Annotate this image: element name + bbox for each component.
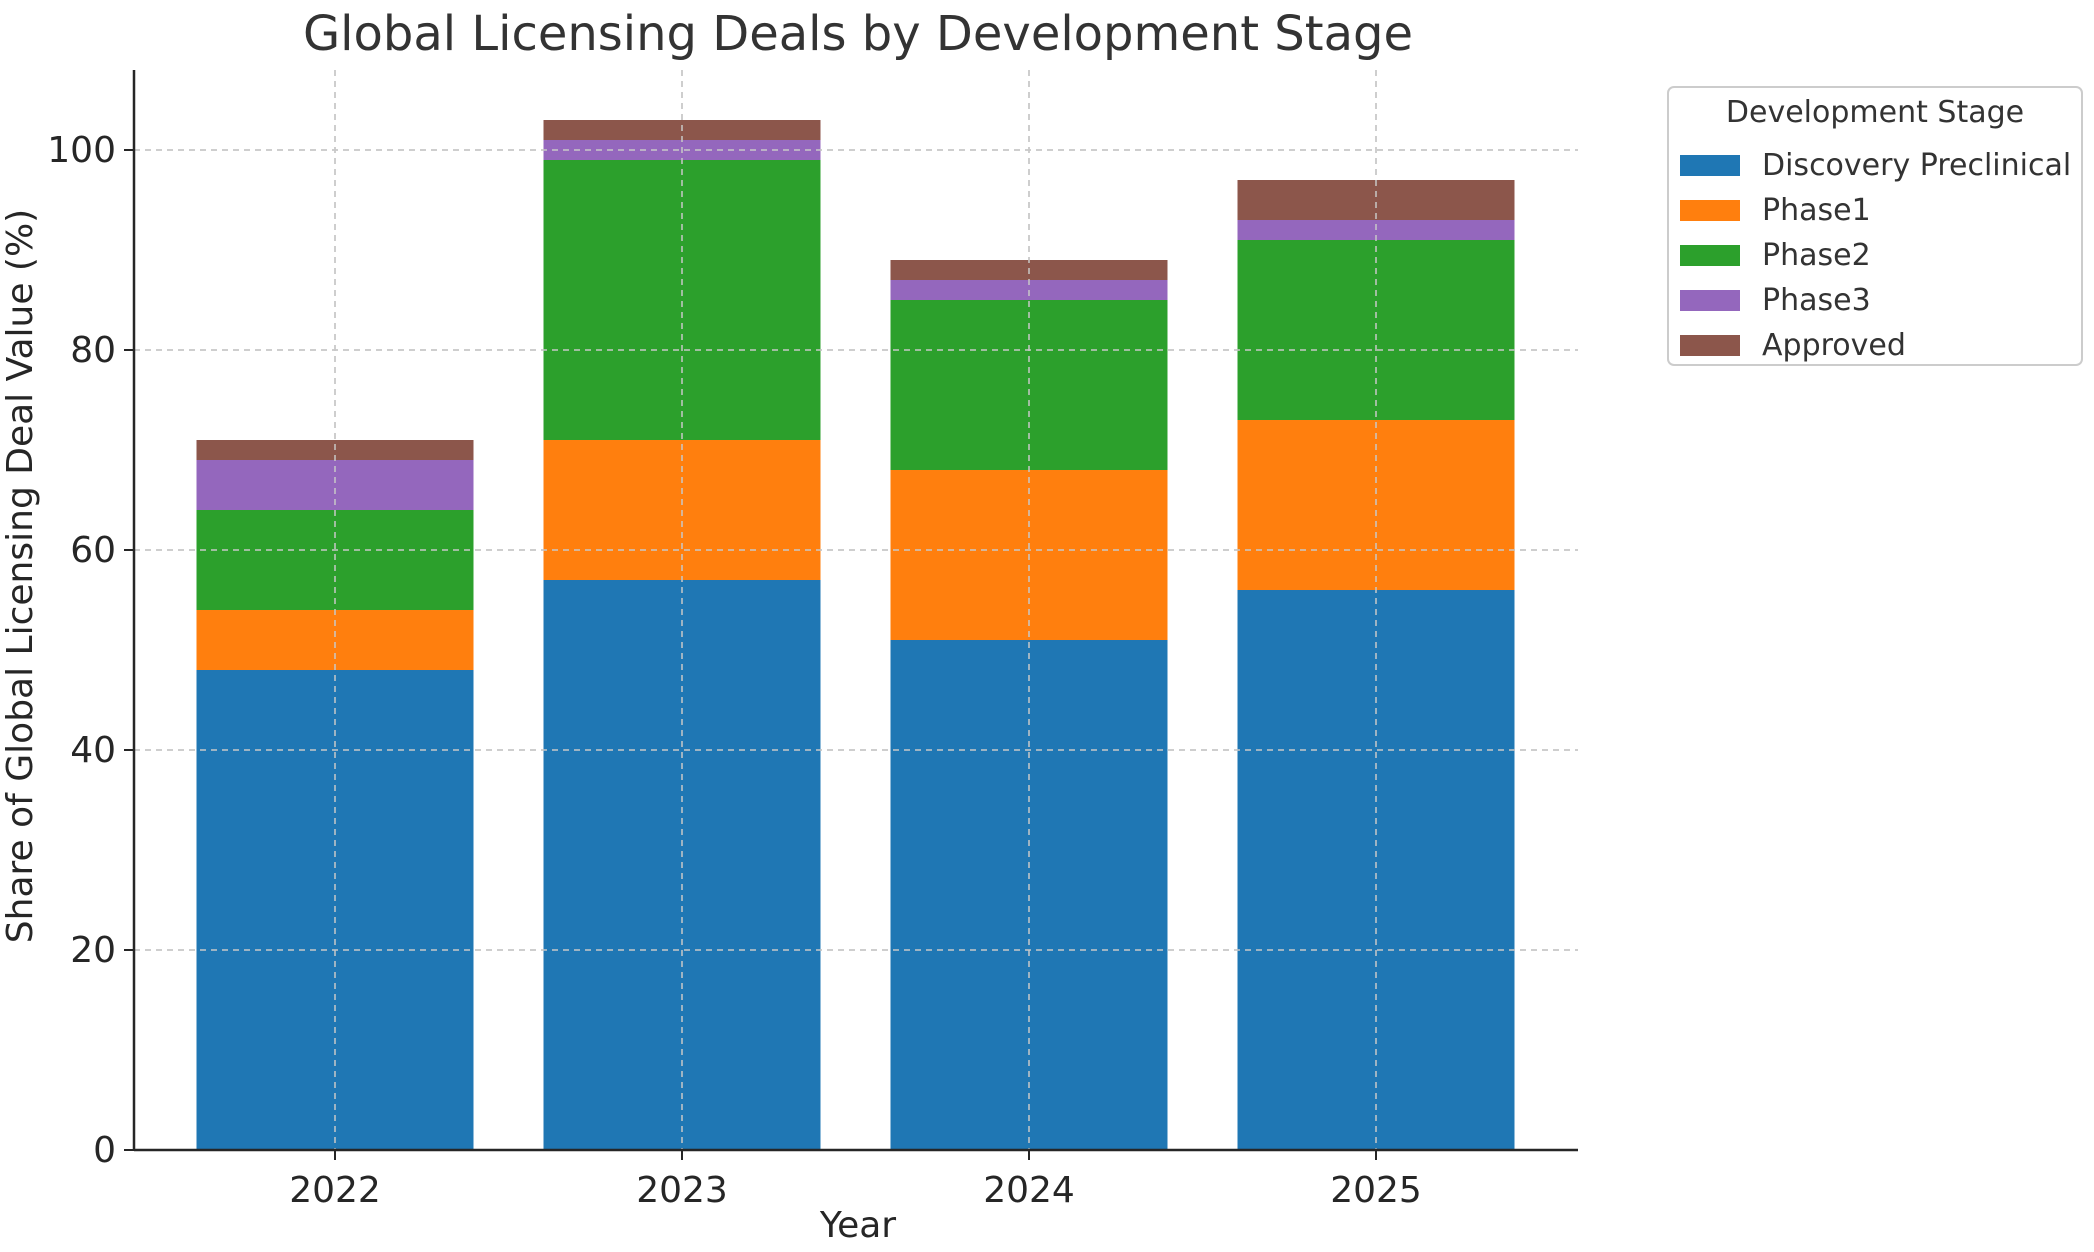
legend-label: Approved xyxy=(1762,328,1906,363)
bars-layer xyxy=(134,70,1578,1150)
x-tick-label: 2024 xyxy=(983,1170,1075,1211)
y-tick-label: 20 xyxy=(70,930,116,971)
legend-swatch xyxy=(1680,290,1740,311)
legend-swatch xyxy=(1680,335,1740,356)
legend-swatch xyxy=(1680,200,1740,221)
legend-item-discovery-preclinical: Discovery Preclinical xyxy=(1680,148,2071,183)
y-tick-label: 40 xyxy=(70,730,116,771)
bar-segment-phase1-2022 xyxy=(196,610,474,670)
legend-swatch xyxy=(1680,155,1740,176)
axes-layer: 0 20 40 60 80 100 2022 2023 2024 2025 xyxy=(47,70,1578,1211)
x-tick-label: 2022 xyxy=(289,1170,381,1211)
y-axis-title: Share of Global Licensing Deal Value (%) xyxy=(0,209,41,943)
y-tick-label: 80 xyxy=(70,330,116,371)
legend: Development Stage Discovery Preclinical Ph… xyxy=(1667,86,2083,366)
legend-item-phase2: Phase2 xyxy=(1680,238,1871,273)
x-tick-label: 2023 xyxy=(636,1170,728,1211)
legend-item-approved: Approved xyxy=(1680,328,1906,363)
y-tick-label: 100 xyxy=(47,130,116,171)
legend-label: Discovery Preclinical xyxy=(1762,148,2071,183)
legend-label: Phase1 xyxy=(1762,193,1871,228)
legend-label: Phase3 xyxy=(1762,283,1871,318)
legend-box xyxy=(1667,86,2083,366)
legend-swatch xyxy=(1680,245,1740,266)
x-tick-label: 2025 xyxy=(1330,1170,1422,1211)
legend-title: Development Stage xyxy=(1726,95,2024,130)
x-axis-title: Year xyxy=(819,1205,896,1246)
chart-title: Global Licensing Deals by Development St… xyxy=(303,6,1413,62)
legend-label: Phase2 xyxy=(1762,238,1871,273)
legend-item-phase3: Phase3 xyxy=(1680,283,1871,318)
y-tick-label: 60 xyxy=(70,530,116,571)
bar-segment-discovery-preclinical-2025 xyxy=(1237,590,1515,1150)
legend-item-phase1: Phase1 xyxy=(1680,193,1871,228)
y-tick-label: 0 xyxy=(93,1130,116,1171)
